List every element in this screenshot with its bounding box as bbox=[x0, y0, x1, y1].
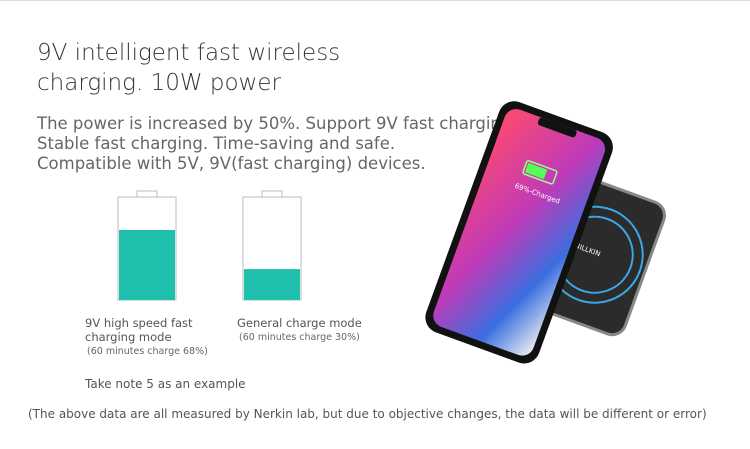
battery-note: (60 minutes charge 30%) bbox=[239, 332, 360, 343]
title: charging. 10W power bbox=[37, 70, 281, 96]
battery-fill bbox=[244, 269, 300, 300]
battery-label: General charge mode bbox=[237, 316, 362, 330]
product-image: NILLKIN 69%-Charged bbox=[425, 101, 666, 364]
description: Compatible with 5V, 9V(fast charging) de… bbox=[37, 154, 426, 173]
battery-label: charging mode bbox=[85, 330, 172, 344]
example-note: Take note 5 as an example bbox=[85, 377, 246, 391]
battery-label: 9V high speed fast bbox=[85, 316, 193, 330]
top-rule bbox=[0, 0, 750, 1]
battery-cap bbox=[136, 190, 158, 198]
title: 9V intelligent fast wireless bbox=[37, 40, 341, 66]
battery-fill bbox=[119, 229, 175, 300]
description: Stable fast charging. Time-saving and sa… bbox=[37, 134, 396, 153]
disclaimer: (The above data are all measured by Nerk… bbox=[28, 407, 707, 421]
battery-note: (60 minutes charge 68%) bbox=[87, 346, 208, 357]
battery-cap bbox=[261, 190, 283, 198]
description: The power is increased by 50%. Support 9… bbox=[37, 114, 517, 133]
